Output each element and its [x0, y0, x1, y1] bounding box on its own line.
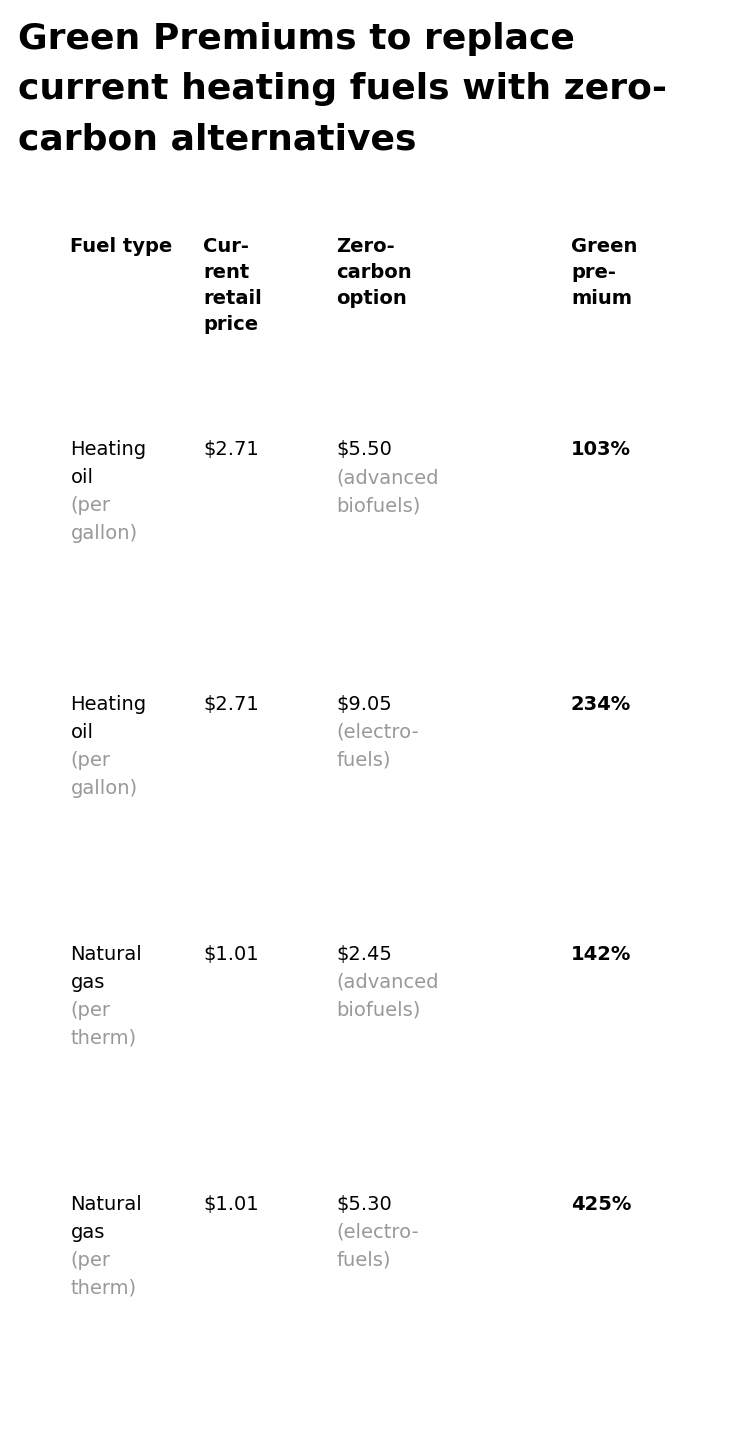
Text: fuels): fuels) — [337, 751, 391, 770]
Text: 142%: 142% — [571, 944, 632, 965]
Text: (per: (per — [71, 1251, 111, 1270]
Text: Natural: Natural — [71, 944, 142, 965]
Text: therm): therm) — [71, 1029, 136, 1048]
Text: (advanced: (advanced — [337, 469, 439, 487]
Text: mium: mium — [571, 290, 632, 308]
Text: gallon): gallon) — [71, 778, 138, 797]
Text: (electro-: (electro- — [337, 1224, 419, 1243]
Text: (advanced: (advanced — [337, 973, 439, 992]
Text: $5.30: $5.30 — [337, 1195, 392, 1213]
Text: 103%: 103% — [571, 439, 631, 458]
Text: (electro-: (electro- — [337, 723, 419, 742]
Text: gas: gas — [71, 973, 105, 992]
Text: Green Premiums to replace: Green Premiums to replace — [18, 22, 575, 55]
Text: rent: rent — [203, 263, 250, 282]
Text: option: option — [337, 290, 408, 308]
Text: (per: (per — [71, 751, 111, 770]
Text: carbon alternatives: carbon alternatives — [18, 122, 416, 156]
Text: $5.50: $5.50 — [337, 439, 392, 458]
Text: $1.01: $1.01 — [203, 944, 259, 965]
Text: $9.05: $9.05 — [337, 695, 392, 714]
Text: $2.45: $2.45 — [337, 944, 392, 965]
Text: Fuel type: Fuel type — [71, 237, 172, 256]
Text: carbon: carbon — [337, 263, 412, 282]
Text: oil: oil — [71, 723, 94, 742]
Text: Heating: Heating — [71, 439, 147, 458]
Text: biofuels): biofuels) — [337, 496, 421, 515]
Text: oil: oil — [71, 469, 94, 487]
Text: therm): therm) — [71, 1279, 136, 1298]
Text: price: price — [203, 314, 259, 335]
Text: Green: Green — [571, 237, 638, 256]
Text: Zero-: Zero- — [337, 237, 395, 256]
Text: $2.71: $2.71 — [203, 695, 259, 714]
Text: $1.01: $1.01 — [203, 1195, 259, 1213]
Text: current heating fuels with zero-: current heating fuels with zero- — [18, 71, 667, 106]
Text: retail: retail — [203, 290, 262, 308]
Text: gas: gas — [71, 1224, 105, 1243]
Text: (per: (per — [71, 1001, 111, 1020]
Text: 234%: 234% — [571, 695, 632, 714]
Text: Cur-: Cur- — [203, 237, 249, 256]
Text: pre-: pre- — [571, 263, 616, 282]
Text: Heating: Heating — [71, 695, 147, 714]
Text: Natural: Natural — [71, 1195, 142, 1213]
Text: gallon): gallon) — [71, 524, 138, 543]
Text: fuels): fuels) — [337, 1251, 391, 1270]
Text: (per: (per — [71, 496, 111, 515]
Text: biofuels): biofuels) — [337, 1001, 421, 1020]
Text: $2.71: $2.71 — [203, 439, 259, 458]
Text: 425%: 425% — [571, 1195, 632, 1213]
